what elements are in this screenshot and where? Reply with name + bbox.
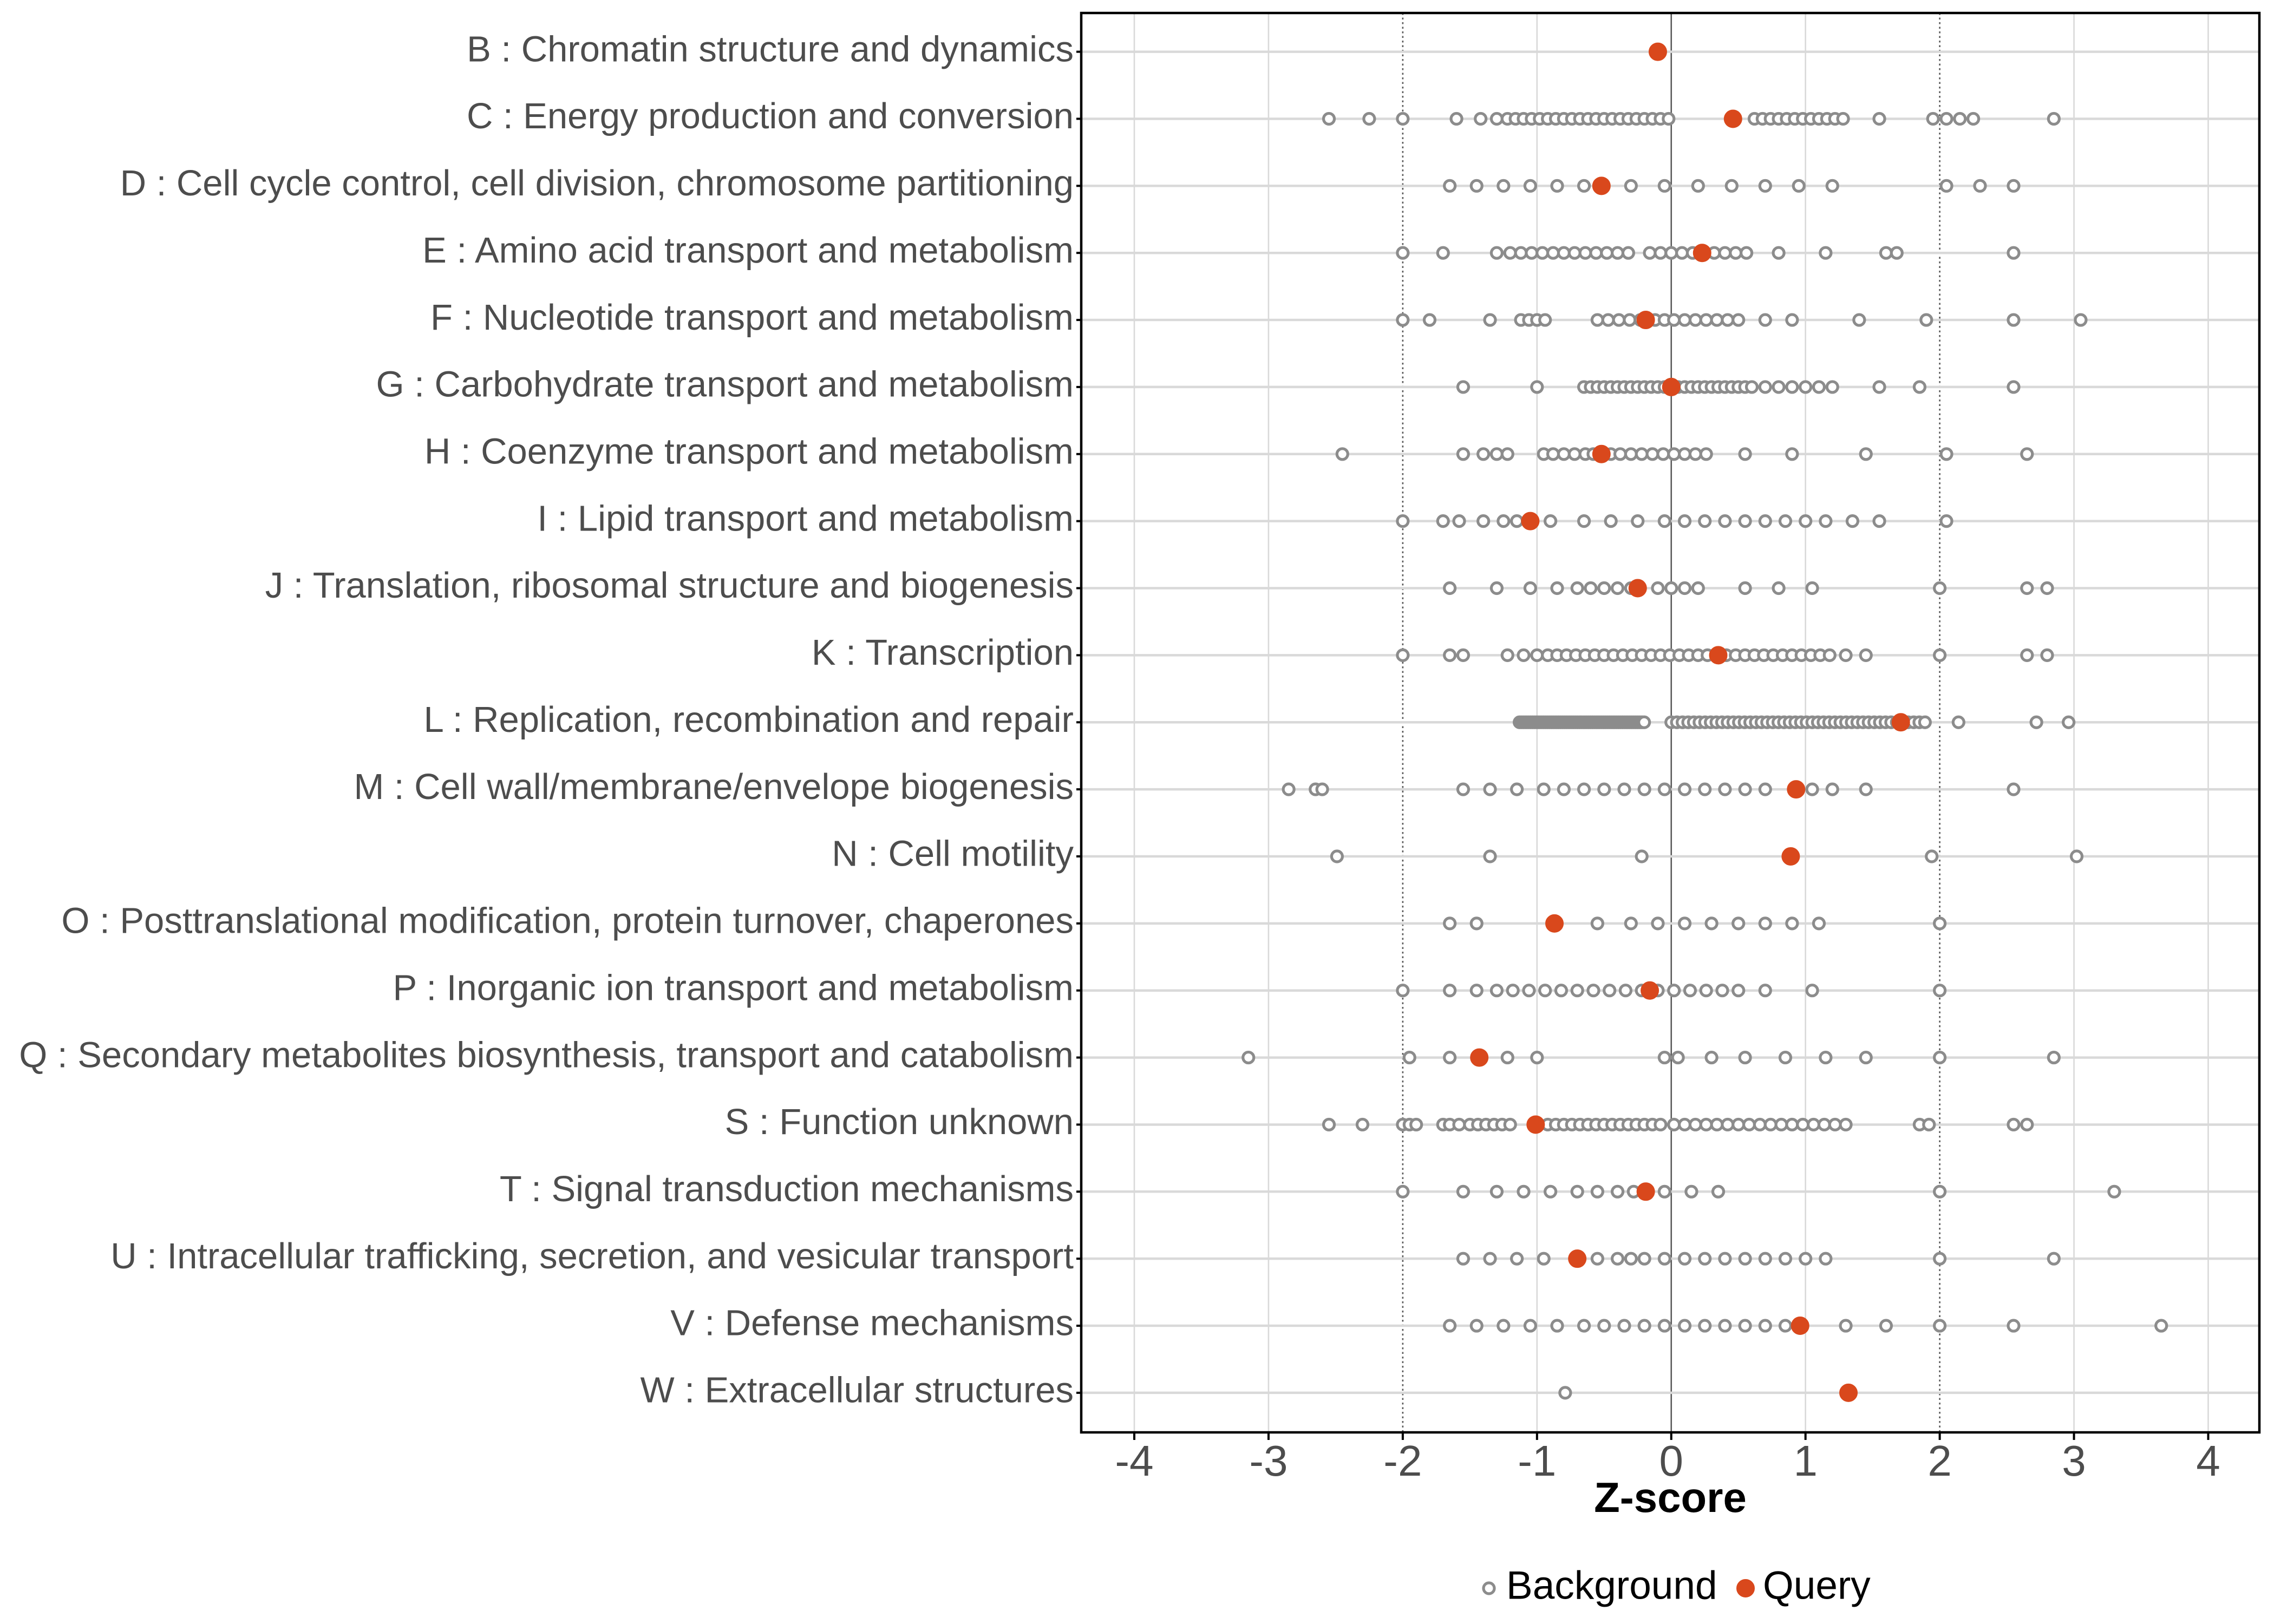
svg-text:K : Transcription: K : Transcription xyxy=(812,632,1074,673)
svg-text:Z-score: Z-score xyxy=(1594,1474,1747,1521)
svg-text:N : Cell motility: N : Cell motility xyxy=(832,834,1074,874)
svg-text:J : Translation, ribosomal str: J : Translation, ribosomal structure and… xyxy=(265,565,1074,606)
svg-text:-3: -3 xyxy=(1249,1437,1288,1485)
svg-text:B : Chromatin structure and dy: B : Chromatin structure and dynamics xyxy=(467,29,1074,69)
svg-text:Query: Query xyxy=(1763,1563,1871,1607)
svg-text:U : Intracellular trafficking,: U : Intracellular trafficking, secretion… xyxy=(110,1236,1074,1276)
svg-text:O : Posttranslational modifica: O : Posttranslational modification, prot… xyxy=(61,901,1074,941)
svg-text:P : Inorganic ion transport an: P : Inorganic ion transport and metaboli… xyxy=(393,967,1074,1008)
svg-text:F : Nucleotide transport and m: F : Nucleotide transport and metabolism xyxy=(430,297,1074,338)
svg-text:E : Amino acid transport and m: E : Amino acid transport and metabolism xyxy=(422,230,1074,271)
svg-text:W : Extracellular structures: W : Extracellular structures xyxy=(641,1370,1074,1411)
svg-text:M : Cell wall/membrane/envelop: M : Cell wall/membrane/envelope biogenes… xyxy=(354,767,1074,807)
svg-text:4: 4 xyxy=(2196,1437,2220,1485)
svg-text:3: 3 xyxy=(2062,1437,2086,1485)
svg-text:S : Function unknown: S : Function unknown xyxy=(725,1102,1074,1142)
svg-text:Q : Secondary metabolites bios: Q : Secondary metabolites biosynthesis, … xyxy=(19,1034,1074,1075)
svg-text:Background: Background xyxy=(1506,1563,1717,1607)
svg-text:I : Lipid transport and metabo: I : Lipid transport and metabolism xyxy=(537,498,1074,539)
svg-text:C : Energy production and conv: C : Energy production and conversion xyxy=(467,96,1074,136)
svg-text:-1: -1 xyxy=(1518,1437,1556,1485)
svg-text:D : Cell cycle control, cell d: D : Cell cycle control, cell division, c… xyxy=(120,163,1074,204)
svg-text:V : Defense mechanisms: V : Defense mechanisms xyxy=(670,1303,1074,1344)
svg-text:-4: -4 xyxy=(1115,1437,1153,1485)
svg-text:H : Coenzyme transport and met: H : Coenzyme transport and metabolism xyxy=(424,431,1074,472)
svg-text:T : Signal transduction mechan: T : Signal transduction mechanisms xyxy=(500,1169,1074,1209)
svg-text:G : Carbohydrate transport and: G : Carbohydrate transport and metabolis… xyxy=(376,364,1074,405)
svg-text:-2: -2 xyxy=(1383,1437,1422,1485)
svg-text:2: 2 xyxy=(1927,1437,1952,1485)
svg-text:1: 1 xyxy=(1793,1437,1818,1485)
svg-text:L : Replication, recombination: L : Replication, recombination and repai… xyxy=(424,699,1074,740)
